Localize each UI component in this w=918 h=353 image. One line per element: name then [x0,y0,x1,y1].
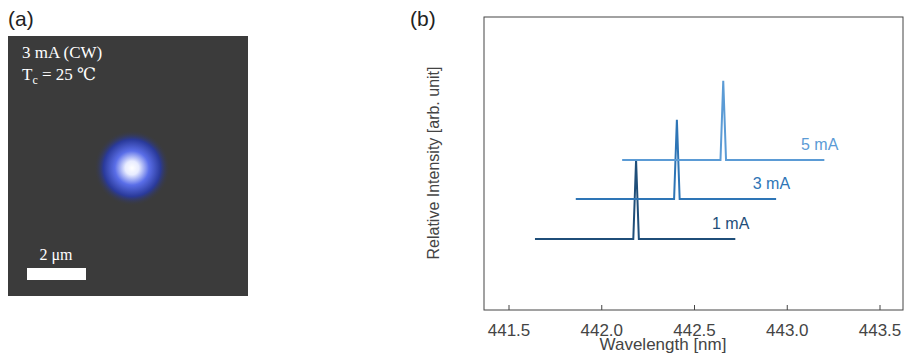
x-tick [601,305,602,310]
y-axis-label: Relative Intensity [arb. unit] [425,67,442,260]
plot-frame [484,17,903,310]
spectrum-line [622,81,824,160]
scale-bar-label: 2 μm [39,246,73,264]
panel-label: (b) [410,7,436,30]
x-tick-label: 441.5 [488,321,531,340]
x-tick-label: 443.0 [766,321,809,340]
emission-spot [94,130,170,206]
temperature-text: Tc = 25 ℃ [22,65,96,87]
x-axis-label: Wavelength [nm] [600,335,727,353]
x-tick [787,305,788,310]
series-labels: 1 mA 3 mA 5 mA [712,136,839,232]
x-tick [694,305,695,310]
series-label: 1 mA [712,215,750,232]
panel-label: (a) [8,7,34,30]
temp-symbol: T [22,65,33,84]
x-tick-label: 443.5 [859,321,902,340]
temp-value: = 25 ℃ [38,65,96,84]
x-tick [880,305,881,310]
micrograph [8,36,248,296]
series-group [535,81,824,239]
figure: (a)3 mA (CW)Tc = 25 ℃2 μm(b)441.5442.044… [0,0,918,353]
condition-text: 3 mA (CW) [22,43,102,62]
x-tick [509,305,510,310]
scale-bar [27,268,86,280]
series-label: 3 mA [753,175,791,192]
series-label: 5 mA [801,136,839,153]
